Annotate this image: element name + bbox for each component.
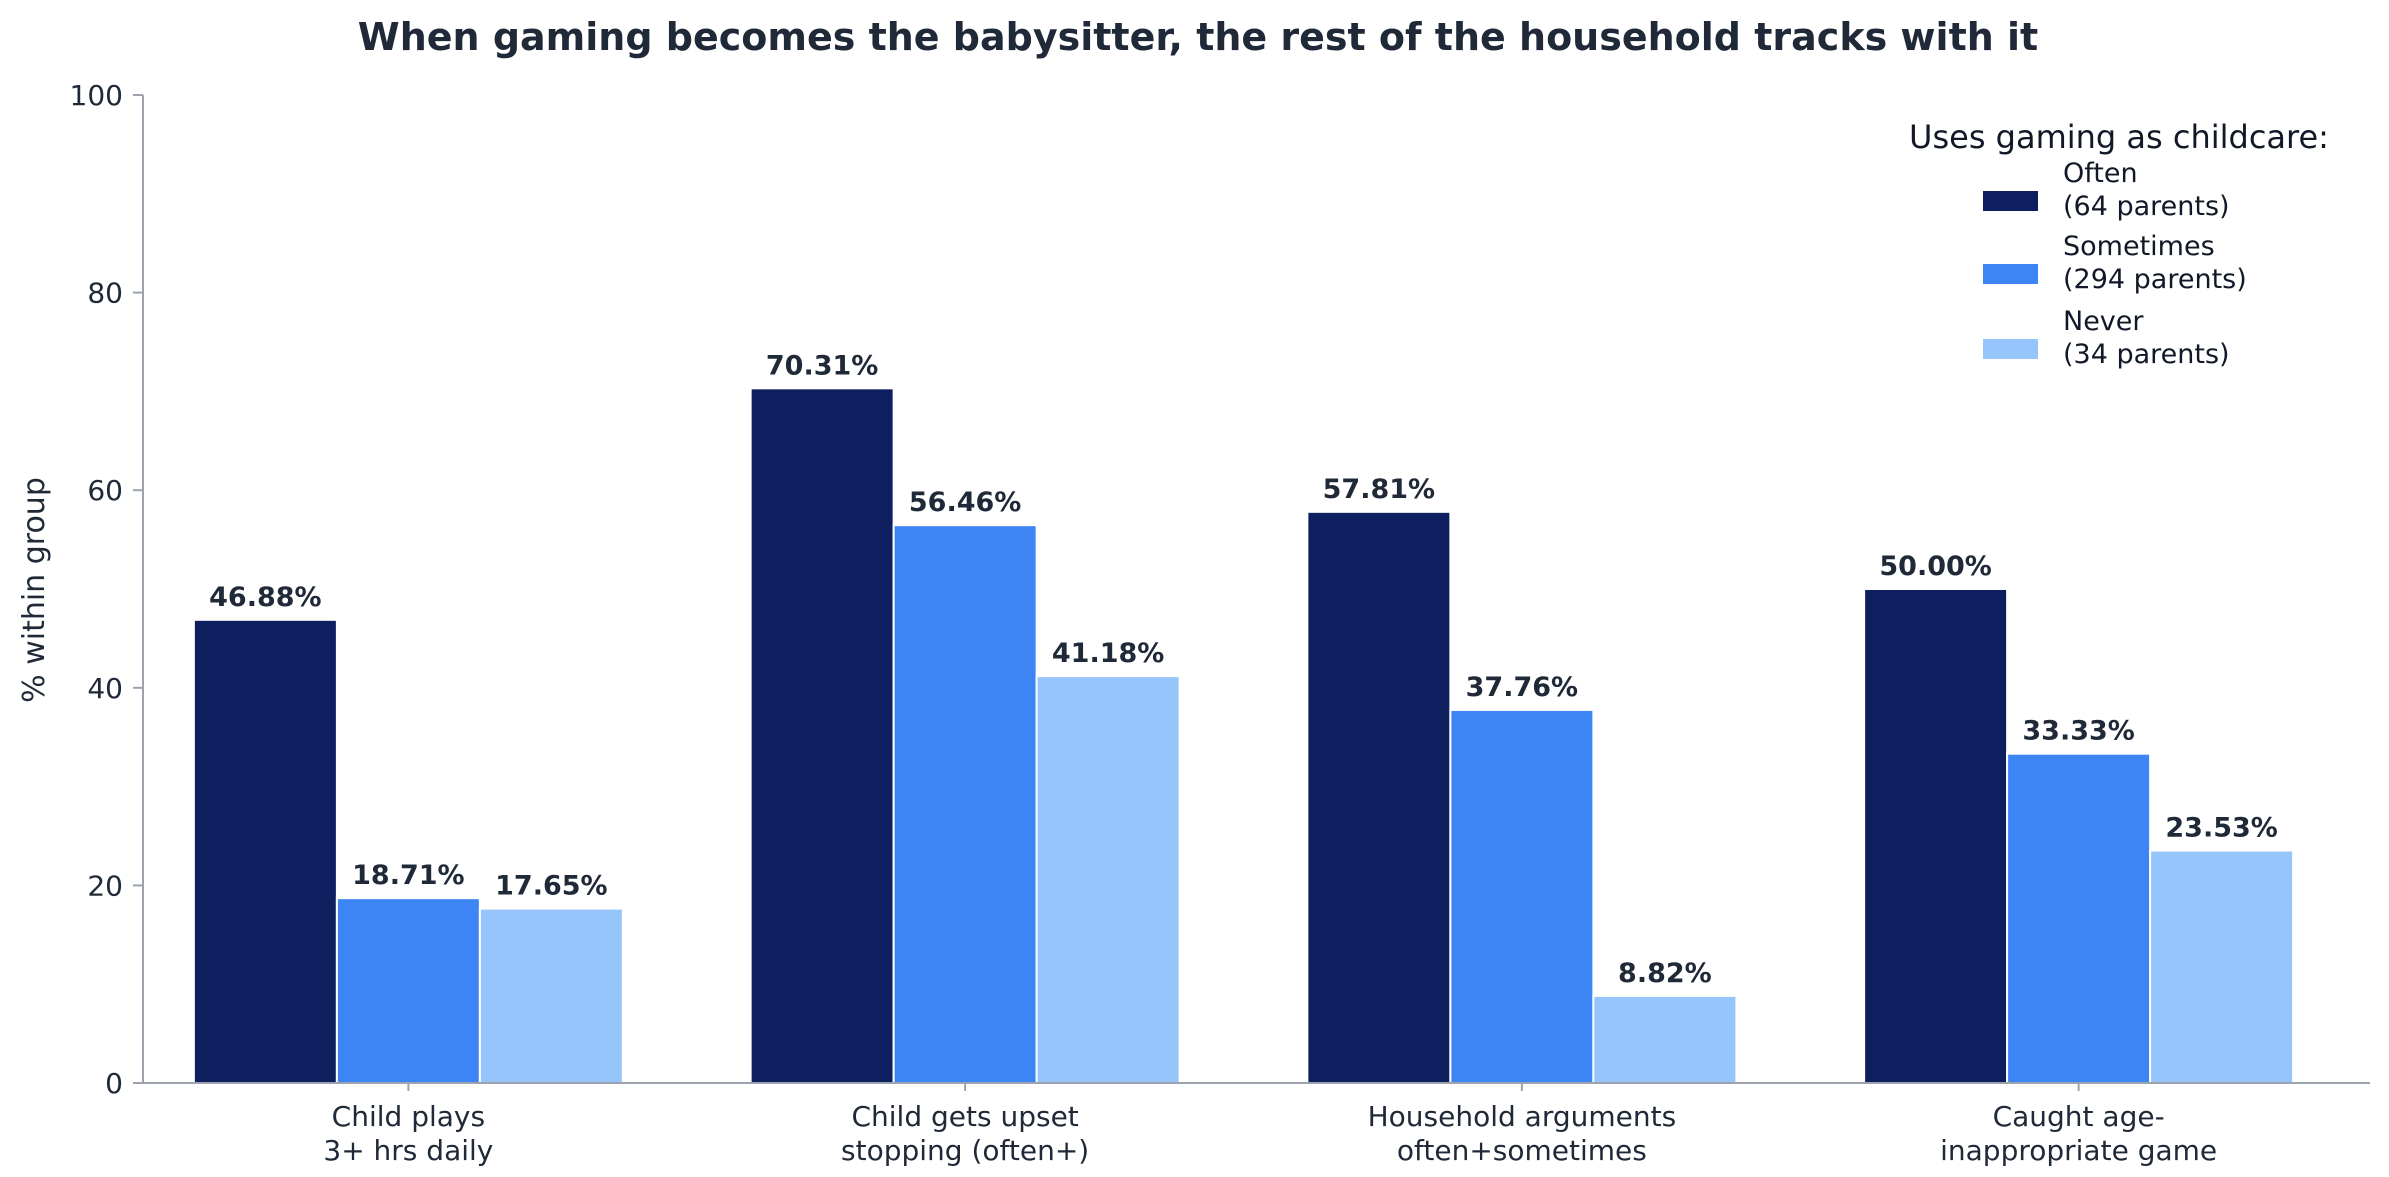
x-tick-label-0-0: Child plays — [332, 1100, 485, 1133]
y-tick-label-2: 40 — [87, 672, 123, 705]
legend-label-0-0: Often — [2063, 158, 2138, 189]
bar-3-2 — [2149, 849, 2295, 1085]
bar-2-0 — [1306, 510, 1452, 1084]
bar-0-1 — [335, 897, 481, 1084]
legend-label-0-1: (64 parents) — [2063, 191, 2230, 222]
legend-label-1-1: (294 parents) — [2063, 264, 2247, 295]
chart-title: When gaming becomes the babysitter, the … — [358, 15, 2038, 59]
y-axis-label: % within group — [17, 477, 52, 703]
bar-2-1 — [1449, 708, 1595, 1084]
data-label-1-1: 56.46% — [909, 487, 1021, 518]
bar-0-2 — [478, 907, 624, 1084]
legend-swatch-1 — [1983, 264, 2038, 284]
data-label-1-2: 41.18% — [1052, 638, 1164, 669]
x-tick-label-1-1: stopping (often+) — [841, 1134, 1089, 1167]
legend: Uses gaming as childcare:Often(64 parent… — [1909, 118, 2329, 370]
data-label-0-2: 17.65% — [495, 871, 607, 902]
legend-swatch-2 — [1983, 339, 2038, 359]
data-label-2-1: 37.76% — [1466, 672, 1578, 703]
bar-2-2 — [1592, 994, 1738, 1084]
legend-label-2-1: (34 parents) — [2063, 339, 2230, 370]
bar-3-0 — [1863, 588, 2009, 1084]
data-label-3-0: 50.00% — [1879, 551, 1991, 582]
x-tick-label-0-1: 3+ hrs daily — [323, 1134, 493, 1167]
y-tick-label-4: 80 — [87, 277, 123, 310]
bar-1-2 — [1035, 675, 1181, 1084]
x-tick-label-2-1: often+sometimes — [1397, 1134, 1647, 1167]
x-tick-label-3-0: Caught age- — [1993, 1100, 2165, 1133]
legend-title: Uses gaming as childcare: — [1909, 118, 2329, 156]
bar-1-0 — [749, 387, 895, 1084]
legend-label-1-0: Sometimes — [2063, 231, 2215, 262]
y-tick-label-3: 60 — [87, 474, 123, 507]
data-label-1-0: 70.31% — [766, 350, 878, 381]
y-tick-label-1: 20 — [87, 869, 123, 902]
bar-3-1 — [2006, 752, 2152, 1084]
data-label-3-2: 23.53% — [2165, 813, 2277, 844]
y-tick-label-5: 100 — [70, 79, 123, 112]
data-label-2-2: 8.82% — [1618, 958, 1712, 989]
bar-0-0 — [192, 618, 338, 1085]
legend-swatch-0 — [1983, 191, 2038, 211]
bar-1-1 — [892, 524, 1038, 1084]
x-tick-label-3-1: inappropriate game — [1940, 1134, 2217, 1167]
legend-label-2-0: Never — [2063, 306, 2144, 337]
data-label-2-0: 57.81% — [1323, 474, 1435, 505]
data-label-0-0: 46.88% — [209, 582, 321, 613]
data-label-0-1: 18.71% — [352, 860, 464, 891]
x-tick-label-2-0: Household arguments — [1368, 1100, 1677, 1133]
data-label-3-1: 33.33% — [2022, 716, 2134, 747]
y-tick-label-0: 0 — [105, 1067, 123, 1100]
x-tick-label-1-0: Child gets upset — [851, 1100, 1078, 1133]
